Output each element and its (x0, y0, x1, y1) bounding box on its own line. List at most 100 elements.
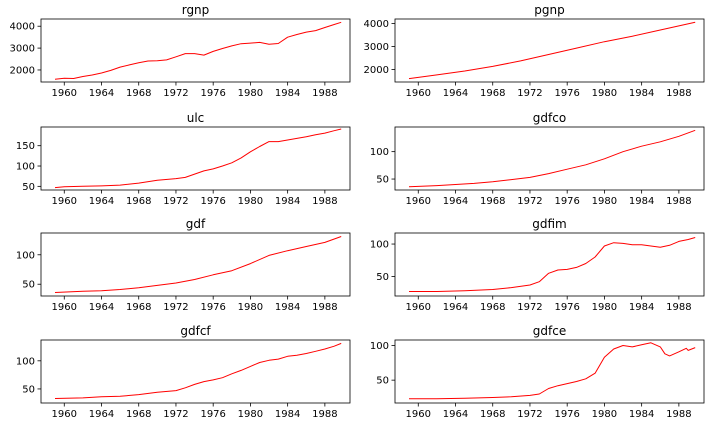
subplot-gdfce: gdfce 1960 1964 1968 1972 1976 1980 1984 1988 50 1… (370, 324, 705, 420)
x-tick-label: 1980 (592, 409, 617, 420)
x-tick-label: 1980 (238, 196, 263, 207)
x-tick-label: 1964 (443, 196, 468, 207)
axes-frame (394, 339, 705, 404)
x-tick-label: 1988 (666, 409, 691, 420)
subplot-pgnp: pgnp 1960 1964 1968 1972 1976 1980 1984 1988 2000… (364, 3, 705, 99)
y-tick-label: 100 (370, 240, 389, 251)
subplot-title: gdfim (532, 217, 566, 231)
x-tick-label: 1984 (275, 88, 300, 99)
subplot-title: gdfce (533, 324, 566, 338)
y-tick-label: 100 (370, 341, 389, 352)
series-line-gdf (54, 236, 342, 293)
x-tick-label: 1968 (126, 409, 151, 420)
subplot-title: pgnp (534, 3, 564, 17)
x-tick-label: 1960 (406, 409, 431, 420)
x-tick-label: 1968 (126, 302, 151, 313)
y-tick-label: 150 (16, 141, 35, 152)
x-tick-label: 1988 (312, 88, 337, 99)
x-tick-label: 1964 (443, 302, 468, 313)
series-line-gdfcf (54, 342, 342, 399)
subplot-title: gdfcf (180, 324, 211, 338)
x-tick-label: 1964 (443, 409, 468, 420)
x-tick-label: 1988 (312, 196, 337, 207)
y-tick-label: 100 (16, 162, 35, 173)
x-tick-label: 1972 (163, 302, 188, 313)
x-tick-label: 1968 (480, 196, 505, 207)
x-tick-label: 1980 (592, 302, 617, 313)
x-tick-label: 1968 (480, 302, 505, 313)
subplot-gdfcf: gdfcf 1960 1964 1968 1972 1976 1980 1984 1988 50 1… (16, 324, 351, 420)
x-tick-label: 1984 (629, 88, 654, 99)
series-line-rgnp (54, 21, 342, 80)
x-tick-label: 1976 (554, 302, 579, 313)
x-tick-label: 1988 (666, 88, 691, 99)
x-tick-label: 1988 (312, 302, 337, 313)
y-tick-label: 4000 (364, 19, 389, 30)
y-tick-label: 2000 (364, 65, 389, 76)
x-tick-label: 1976 (554, 88, 579, 99)
x-tick-label: 1976 (200, 302, 225, 313)
x-tick-label: 1980 (238, 409, 263, 420)
x-tick-label: 1976 (200, 88, 225, 99)
y-tick-label: 100 (16, 250, 35, 261)
series-line-gdfce (409, 342, 696, 400)
x-tick-label: 1960 (52, 196, 77, 207)
x-tick-label: 1980 (592, 196, 617, 207)
x-tick-label: 1976 (554, 196, 579, 207)
x-tick-label: 1980 (592, 88, 617, 99)
x-tick-label: 1972 (517, 409, 542, 420)
x-tick-label: 1960 (52, 88, 77, 99)
x-tick-label: 1964 (89, 302, 114, 313)
x-tick-label: 1960 (406, 302, 431, 313)
x-tick-label: 1968 (126, 196, 151, 207)
subplot-title: gdfco (533, 111, 566, 125)
subplot-ulc: ulc 1960 1964 1968 1972 1976 1980 1984 1988 50 100… (16, 111, 351, 207)
y-tick-label: 4000 (10, 22, 35, 33)
subplot-gdf: gdf 1960 1964 1968 1972 1976 1980 1984 1988 50 100 (16, 217, 351, 313)
series-line-ulc (54, 128, 342, 189)
x-tick-label: 1984 (275, 302, 300, 313)
subplot-gdfco: gdfco 1960 1964 1968 1972 1976 1980 1984 1988 50 1… (370, 111, 705, 207)
x-tick-label: 1968 (480, 88, 505, 99)
series-line-gdfco (408, 129, 696, 188)
axes-frame (394, 126, 705, 191)
y-tick-label: 50 (22, 384, 35, 395)
x-tick-label: 1964 (89, 409, 114, 420)
axes-frame (40, 339, 351, 404)
x-tick-label: 1976 (200, 196, 225, 207)
axes-frame (40, 126, 351, 191)
y-tick-label: 3000 (364, 42, 389, 53)
x-tick-label: 1972 (163, 88, 188, 99)
x-tick-label: 1960 (406, 196, 431, 207)
x-tick-label: 1984 (629, 196, 654, 207)
x-tick-label: 1972 (517, 302, 542, 313)
series-line-gdfim (409, 237, 696, 292)
x-tick-label: 1988 (666, 196, 691, 207)
x-tick-label: 1976 (554, 409, 579, 420)
y-tick-label: 100 (370, 147, 389, 158)
subplot-title: rgnp (182, 3, 210, 17)
axes-frame (40, 232, 351, 297)
subplot-rgnp: rgnp 1960 1964 1968 1972 1976 1980 1984 1988 2000… (10, 3, 351, 99)
y-tick-label: 50 (376, 175, 389, 186)
x-tick-label: 1984 (629, 302, 654, 313)
y-tick-label: 100 (16, 356, 35, 367)
x-tick-label: 1980 (238, 302, 263, 313)
subplot-title: gdf (186, 217, 206, 231)
x-tick-label: 1964 (89, 196, 114, 207)
x-tick-label: 1988 (666, 302, 691, 313)
x-tick-label: 1984 (629, 409, 654, 420)
x-tick-label: 1964 (89, 88, 114, 99)
subplot-gdfim: gdfim 1960 1964 1968 1972 1976 1980 1984 1988 50 1… (370, 217, 705, 313)
axes-frame (40, 18, 351, 83)
x-tick-label: 1968 (480, 409, 505, 420)
y-tick-label: 50 (22, 280, 35, 291)
x-tick-label: 1968 (126, 88, 151, 99)
x-tick-label: 1980 (238, 88, 263, 99)
subplot-title: ulc (187, 111, 205, 125)
axes-frame (394, 232, 705, 297)
x-tick-label: 1976 (200, 409, 225, 420)
series-line-pgnp (408, 21, 696, 80)
x-tick-label: 1972 (517, 88, 542, 99)
x-tick-label: 1960 (52, 409, 77, 420)
